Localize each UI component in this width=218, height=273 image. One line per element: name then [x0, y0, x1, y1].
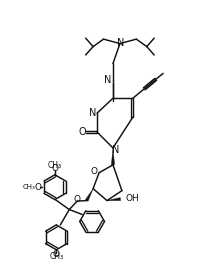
Text: O: O [35, 183, 42, 192]
Text: OH: OH [126, 194, 140, 203]
Polygon shape [107, 198, 121, 201]
Text: N: N [104, 75, 112, 85]
Polygon shape [85, 189, 93, 201]
Text: CH₃: CH₃ [47, 161, 61, 170]
Text: CH₃: CH₃ [23, 184, 36, 190]
Text: O: O [53, 250, 60, 259]
Text: O: O [91, 167, 98, 176]
Text: N: N [117, 38, 125, 48]
Text: O: O [78, 126, 86, 136]
Polygon shape [111, 148, 115, 165]
Text: N: N [89, 108, 97, 118]
Text: O: O [51, 164, 58, 173]
Text: N: N [112, 145, 120, 155]
Text: CH₃: CH₃ [49, 252, 63, 261]
Text: O: O [73, 195, 80, 204]
